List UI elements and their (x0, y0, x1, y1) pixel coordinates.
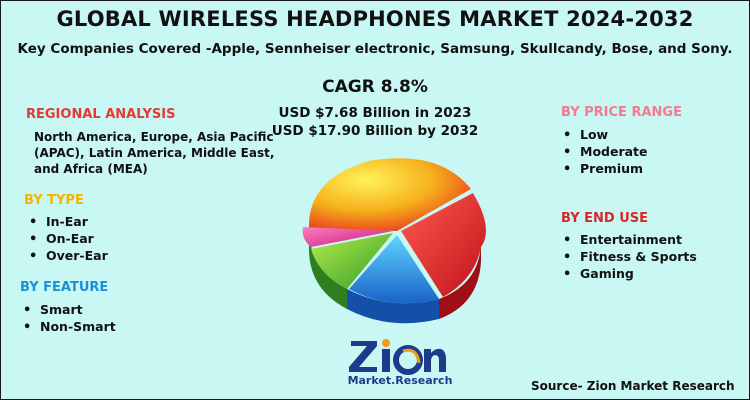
by-type-list: In-Ear On-Ear Over-Ear (29, 213, 108, 264)
list-item: Premium (563, 160, 648, 177)
pie-blue-side (347, 289, 439, 324)
pie-illustration-icon (302, 158, 486, 324)
list-item: On-Ear (29, 230, 108, 247)
by-feature-list: Smart Non-Smart (23, 301, 116, 335)
pie-green-side (309, 229, 347, 309)
source-credit: Source- Zion Market Research (531, 379, 735, 393)
by-feature-heading: BY FEATURE (20, 280, 109, 295)
logo-tagline: Market.Research (347, 374, 453, 387)
list-item: Fitness & Sports (563, 248, 697, 265)
regional-analysis-text: North America, Europe, Asia Pacific (APA… (34, 130, 275, 176)
list-item: In-Ear (29, 213, 108, 230)
by-price-range-heading: BY PRICE RANGE (561, 105, 682, 120)
list-item: Low (563, 126, 648, 143)
zion-logo-icon (349, 339, 446, 375)
list-item: Non-Smart (23, 318, 116, 335)
list-item: Entertainment (563, 231, 697, 248)
market-value-2032: USD $17.90 Billion by 2032 (271, 123, 479, 139)
by-price-range-list: Low Moderate Premium (563, 126, 648, 177)
pie-yellow-slice (308, 158, 471, 231)
list-item: Smart (23, 301, 116, 318)
pie-red-slice (401, 193, 486, 297)
by-end-use-list: Entertainment Fitness & Sports Gaming (563, 231, 697, 282)
page-title: GLOBAL WIRELESS HEADPHONES MARKET 2024-2… (56, 7, 694, 31)
pie-blue-slice (349, 235, 439, 304)
pie-green-slice (311, 233, 393, 289)
pie-pink-slice (302, 227, 393, 247)
market-value-2023: USD $7.68 Billion in 2023 (278, 105, 472, 121)
key-companies-subtitle: Key Companies Covered -Apple, Sennheiser… (17, 41, 733, 57)
regional-analysis-heading: REGIONAL ANALYSIS (26, 107, 176, 122)
cagr-value: CAGR 8.8% (322, 77, 428, 97)
list-item: Over-Ear (29, 247, 108, 264)
by-type-heading: BY TYPE (24, 193, 84, 208)
list-item: Gaming (563, 265, 697, 282)
pie-red-side (439, 244, 481, 319)
by-end-use-heading: BY END USE (561, 211, 649, 226)
list-item: Moderate (563, 143, 648, 160)
